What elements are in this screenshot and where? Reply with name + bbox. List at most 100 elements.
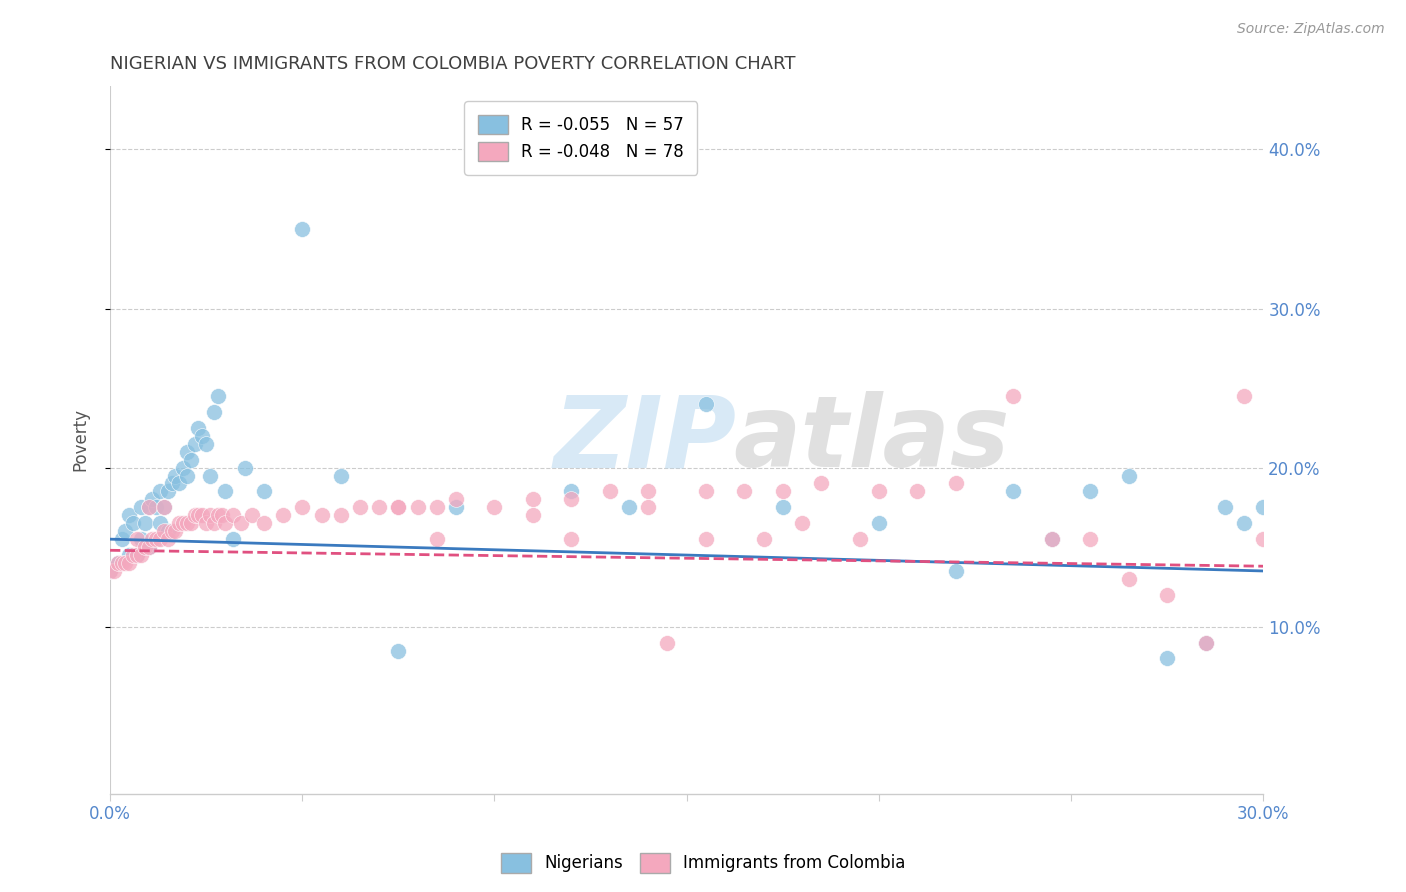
- Point: [810, 476, 832, 491]
- Point: [118, 548, 141, 562]
- Point: [156, 532, 179, 546]
- Point: [560, 484, 582, 499]
- Point: [134, 516, 156, 531]
- Point: [129, 532, 152, 546]
- Point: [444, 500, 467, 515]
- Legend: R = -0.055   N = 57, R = -0.048   N = 78: R = -0.055 N = 57, R = -0.048 N = 78: [464, 101, 697, 175]
- Point: [176, 444, 198, 458]
- Point: [253, 484, 276, 499]
- Point: [426, 500, 449, 515]
- Point: [387, 500, 409, 515]
- Point: [153, 524, 176, 539]
- Point: [637, 500, 659, 515]
- Point: [176, 516, 198, 531]
- Point: [1253, 532, 1275, 546]
- Point: [114, 524, 136, 539]
- Point: [180, 516, 202, 531]
- Point: [125, 548, 148, 562]
- Point: [1002, 389, 1025, 403]
- Point: [848, 532, 870, 546]
- Point: [110, 532, 132, 546]
- Point: [195, 516, 218, 531]
- Point: [153, 500, 176, 515]
- Point: [368, 500, 391, 515]
- Point: [233, 460, 256, 475]
- Point: [905, 484, 928, 499]
- Point: [202, 405, 225, 419]
- Point: [176, 468, 198, 483]
- Point: [1156, 588, 1178, 602]
- Point: [169, 476, 191, 491]
- Point: [868, 516, 890, 531]
- Point: [291, 500, 314, 515]
- Point: [560, 532, 582, 546]
- Point: [149, 516, 172, 531]
- Point: [118, 556, 141, 570]
- Point: [772, 484, 794, 499]
- Point: [165, 524, 187, 539]
- Point: [617, 500, 640, 515]
- Point: [103, 564, 125, 578]
- Point: [160, 524, 183, 539]
- Point: [141, 532, 163, 546]
- Point: [522, 508, 544, 523]
- Point: [868, 484, 890, 499]
- Point: [214, 516, 236, 531]
- Point: [129, 500, 152, 515]
- Point: [118, 508, 141, 523]
- Point: [426, 532, 449, 546]
- Point: [406, 500, 429, 515]
- Point: [169, 516, 191, 531]
- Point: [1078, 532, 1101, 546]
- Point: [160, 476, 183, 491]
- Text: ZIP: ZIP: [554, 392, 737, 488]
- Point: [387, 500, 409, 515]
- Point: [149, 484, 172, 499]
- Point: [107, 556, 129, 570]
- Point: [165, 468, 187, 483]
- Point: [122, 516, 145, 531]
- Point: [198, 508, 221, 523]
- Point: [1156, 651, 1178, 665]
- Point: [138, 500, 160, 515]
- Point: [790, 516, 813, 531]
- Point: [187, 421, 209, 435]
- Point: [387, 643, 409, 657]
- Point: [180, 452, 202, 467]
- Point: [1040, 532, 1063, 546]
- Point: [1118, 468, 1140, 483]
- Point: [329, 508, 352, 523]
- Point: [211, 508, 233, 523]
- Point: [1195, 635, 1218, 649]
- Point: [1195, 635, 1218, 649]
- Point: [134, 540, 156, 554]
- Point: [187, 508, 209, 523]
- Point: [207, 389, 229, 403]
- Point: [1002, 484, 1025, 499]
- Point: [156, 524, 179, 539]
- Point: [98, 564, 121, 578]
- Point: [222, 508, 245, 523]
- Point: [145, 500, 167, 515]
- Point: [271, 508, 294, 523]
- Point: [444, 492, 467, 507]
- Point: [172, 460, 194, 475]
- Point: [1233, 389, 1256, 403]
- Point: [522, 492, 544, 507]
- Point: [195, 436, 218, 450]
- Point: [125, 532, 148, 546]
- Point: [695, 484, 717, 499]
- Point: [183, 508, 205, 523]
- Point: [291, 222, 314, 236]
- Point: [114, 556, 136, 570]
- Point: [110, 556, 132, 570]
- Point: [1253, 500, 1275, 515]
- Point: [1040, 532, 1063, 546]
- Point: [733, 484, 755, 499]
- Point: [198, 468, 221, 483]
- Point: [129, 548, 152, 562]
- Text: NIGERIAN VS IMMIGRANTS FROM COLOMBIA POVERTY CORRELATION CHART: NIGERIAN VS IMMIGRANTS FROM COLOMBIA POV…: [110, 55, 796, 73]
- Point: [1213, 500, 1236, 515]
- Y-axis label: Poverty: Poverty: [72, 409, 89, 471]
- Point: [125, 548, 148, 562]
